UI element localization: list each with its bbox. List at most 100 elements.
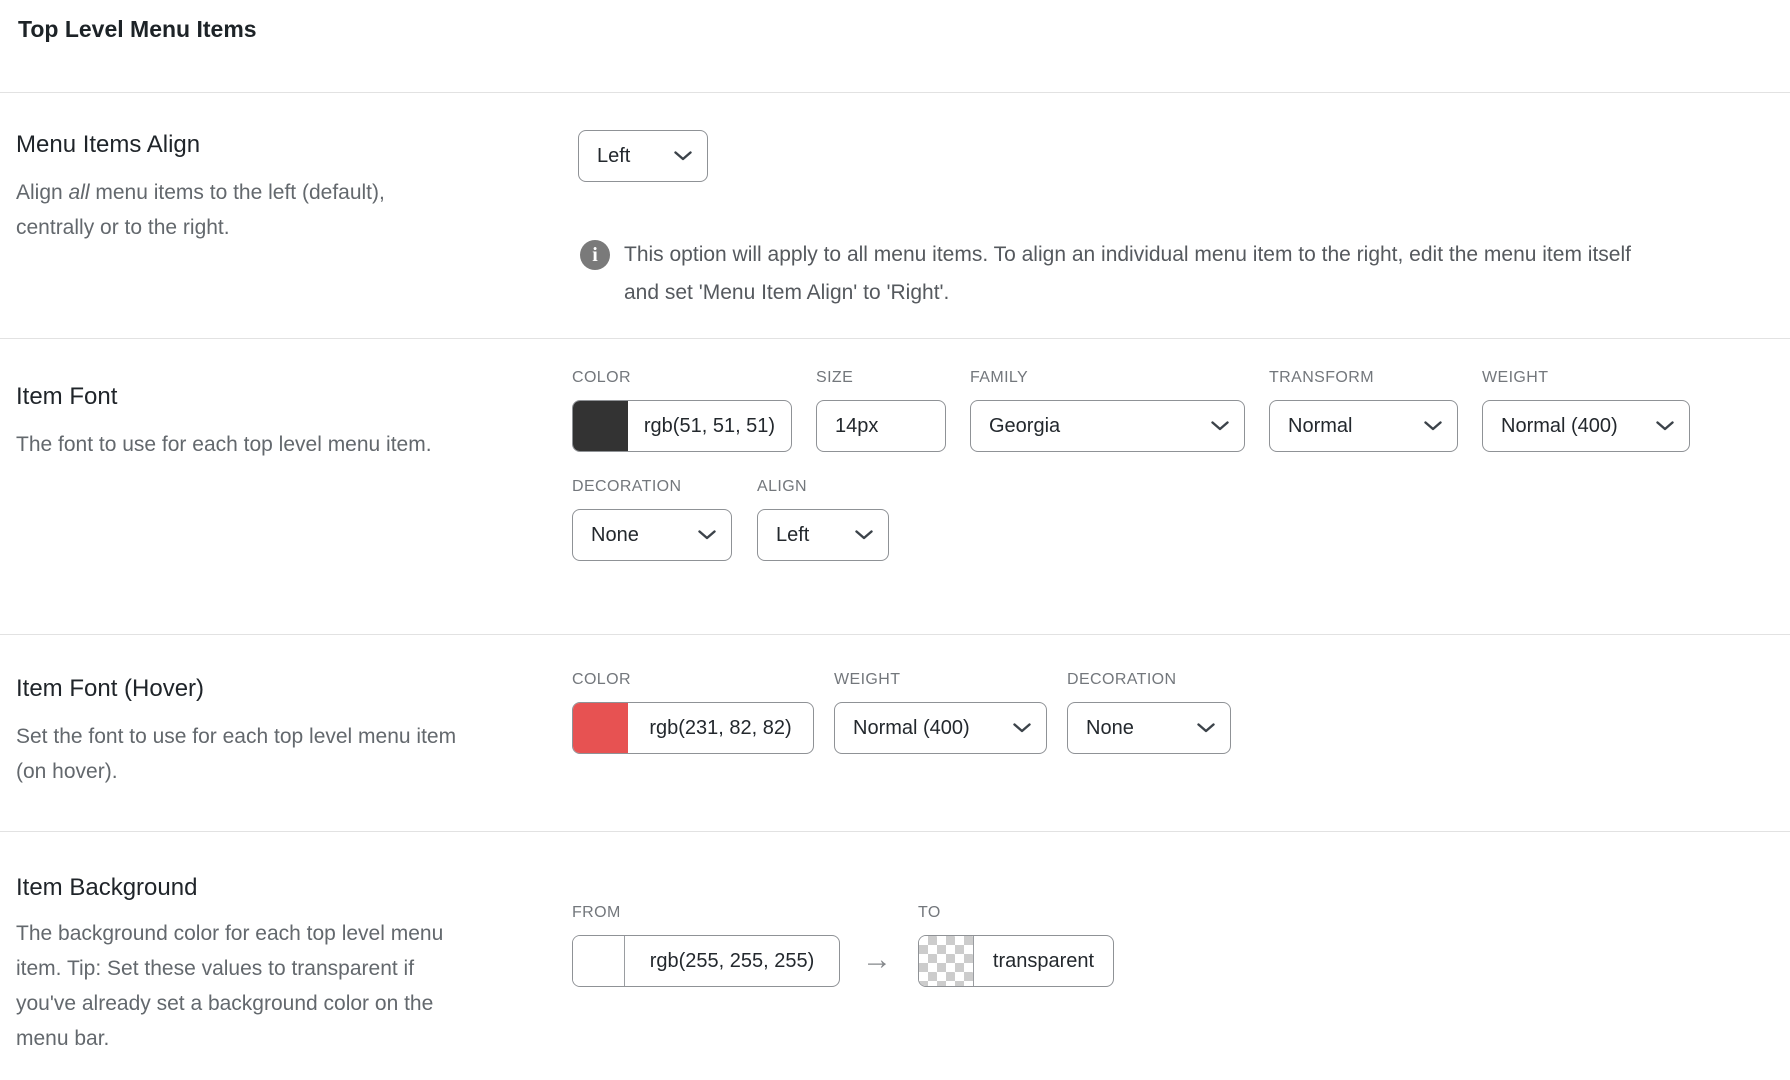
field-label: SIZE bbox=[816, 369, 854, 386]
field-label: DECORATION bbox=[1067, 671, 1177, 688]
field-label: DECORATION bbox=[572, 478, 682, 495]
description-line: (on hover). bbox=[16, 760, 118, 783]
description-line: you've already set a background color on… bbox=[16, 992, 434, 1015]
background-to-unit: TO transparent bbox=[918, 904, 1114, 987]
select-value: Left bbox=[776, 523, 810, 546]
chevron-down-icon bbox=[1013, 723, 1031, 733]
select-value: Georgia bbox=[989, 414, 1061, 437]
chevron-down-icon bbox=[1424, 421, 1442, 431]
background-to-field[interactable]: transparent bbox=[918, 935, 1114, 987]
item-font-transform-select[interactable]: Normal bbox=[1269, 400, 1458, 452]
info-note: i This option will apply to all menu ite… bbox=[580, 236, 1790, 312]
row-item-font-hover-right: COLOR rgb(231, 82, 82) WEIGHT Normal (40… bbox=[572, 635, 1790, 831]
field-label: TO bbox=[918, 904, 941, 921]
chevron-down-icon bbox=[1656, 421, 1674, 431]
chevron-down-icon bbox=[1211, 421, 1229, 431]
description-line: centrally or to the right. bbox=[16, 216, 230, 239]
info-icon: i bbox=[580, 240, 610, 270]
item-font-weight-unit: WEIGHT Normal (400) bbox=[1482, 369, 1690, 452]
row-item-background: Item Background The background color for… bbox=[0, 831, 1790, 1080]
field-label: FAMILY bbox=[970, 369, 1029, 386]
color-swatch[interactable] bbox=[573, 401, 628, 451]
hover-weight-unit: WEIGHT Normal (400) bbox=[834, 671, 1047, 754]
select-value: None bbox=[591, 523, 639, 546]
item-font-family-unit: FAMILY Georgia bbox=[970, 369, 1245, 452]
field-label: FROM bbox=[572, 904, 621, 921]
field-label: WEIGHT bbox=[834, 671, 901, 688]
select-value: Normal bbox=[1288, 414, 1353, 437]
item-font-transform-unit: TRANSFORM Normal bbox=[1269, 369, 1458, 452]
item-background-fields-row: FROM rgb(255, 255, 255) → TO transparent bbox=[572, 904, 1790, 987]
color-swatch[interactable] bbox=[573, 936, 625, 986]
chevron-down-icon bbox=[698, 530, 716, 540]
description-line: Set the font to use for each top level m… bbox=[16, 725, 457, 748]
menu-items-align-select[interactable]: Left bbox=[578, 130, 708, 182]
item-font-heading: Item Font bbox=[16, 383, 118, 410]
field-label: COLOR bbox=[572, 369, 631, 386]
description-line: item. Tip: Set these values to transpare… bbox=[16, 957, 415, 980]
item-font-decoration-select[interactable]: None bbox=[572, 509, 732, 561]
select-value: Normal (400) bbox=[1501, 414, 1618, 437]
item-font-align-select[interactable]: Left bbox=[757, 509, 889, 561]
row-menu-items-align-left: Menu Items Align Align all menu items to… bbox=[0, 93, 572, 338]
item-font-weight-select[interactable]: Normal (400) bbox=[1482, 400, 1690, 452]
info-line: and set 'Menu Item Align' to 'Right'. bbox=[624, 281, 950, 304]
chevron-down-icon bbox=[1197, 723, 1215, 733]
item-font-fields-row-2: DECORATION None ALIGN Left bbox=[572, 478, 1790, 561]
select-value: Normal (400) bbox=[853, 716, 970, 739]
hover-color-field[interactable]: rgb(231, 82, 82) bbox=[572, 702, 814, 754]
description-line: The background color for each top level … bbox=[16, 922, 444, 945]
row-item-font-hover: Item Font (Hover) Set the font to use fo… bbox=[0, 634, 1790, 831]
item-font-color-field[interactable]: rgb(51, 51, 51) bbox=[572, 400, 792, 452]
row-menu-items-align-right: Left i This option will apply to all men… bbox=[572, 93, 1790, 338]
background-from-field[interactable]: rgb(255, 255, 255) bbox=[572, 935, 840, 987]
menu-items-align-description: Align all menu items to the left (defaul… bbox=[16, 175, 572, 245]
hover-weight-select[interactable]: Normal (400) bbox=[834, 702, 1047, 754]
arrow-right-icon: → bbox=[862, 943, 892, 976]
field-label: ALIGN bbox=[757, 478, 808, 495]
transparent-swatch[interactable] bbox=[919, 936, 974, 986]
item-font-fields-row-1: COLOR rgb(51, 51, 51) SIZE 14px FAMILY G bbox=[572, 369, 1790, 452]
row-item-background-right: FROM rgb(255, 255, 255) → TO transparent bbox=[572, 832, 1790, 1080]
background-from-unit: FROM rgb(255, 255, 255) bbox=[572, 904, 840, 987]
page-title: Top Level Menu Items bbox=[18, 16, 257, 42]
row-item-background-left: Item Background The background color for… bbox=[0, 832, 572, 1080]
item-font-family-select[interactable]: Georgia bbox=[970, 400, 1245, 452]
color-value[interactable]: rgb(231, 82, 82) bbox=[649, 716, 792, 739]
item-font-decoration-unit: DECORATION None bbox=[572, 478, 732, 561]
select-value: None bbox=[1086, 716, 1134, 739]
row-item-font-right: COLOR rgb(51, 51, 51) SIZE 14px FAMILY G bbox=[572, 339, 1790, 634]
description-line: Align all menu items to the left (defaul… bbox=[16, 181, 385, 204]
item-background-heading: Item Background bbox=[16, 874, 198, 901]
item-font-color-unit: COLOR rgb(51, 51, 51) bbox=[572, 369, 792, 452]
item-font-align-unit: ALIGN Left bbox=[757, 478, 889, 561]
item-font-hover-heading: Item Font (Hover) bbox=[16, 675, 205, 702]
item-font-hover-fields-row: COLOR rgb(231, 82, 82) WEIGHT Normal (40… bbox=[572, 671, 1790, 754]
info-note-text: This option will apply to all menu items… bbox=[624, 236, 1631, 312]
color-value[interactable]: transparent bbox=[992, 949, 1095, 972]
chevron-down-icon bbox=[855, 530, 873, 540]
field-label: COLOR bbox=[572, 671, 631, 688]
field-label: WEIGHT bbox=[1482, 369, 1549, 386]
color-swatch[interactable] bbox=[573, 703, 628, 753]
item-font-size-unit: SIZE 14px bbox=[816, 369, 946, 452]
hover-decoration-unit: DECORATION None bbox=[1067, 671, 1231, 754]
info-line: This option will apply to all menu items… bbox=[624, 243, 1631, 266]
color-value[interactable]: rgb(51, 51, 51) bbox=[643, 414, 776, 437]
chevron-down-icon bbox=[674, 151, 692, 161]
field-label: TRANSFORM bbox=[1269, 369, 1374, 386]
menu-items-align-heading: Menu Items Align bbox=[16, 131, 201, 158]
description-line: menu bar. bbox=[16, 1027, 110, 1050]
item-font-hover-description: Set the font to use for each top level m… bbox=[16, 719, 572, 789]
hover-color-unit: COLOR rgb(231, 82, 82) bbox=[572, 671, 814, 754]
row-menu-items-align: Menu Items Align Align all menu items to… bbox=[0, 92, 1790, 338]
item-font-size-input[interactable]: 14px bbox=[816, 400, 946, 452]
item-font-description: The font to use for each top level menu … bbox=[16, 433, 432, 456]
row-item-font-left: Item Font The font to use for each top l… bbox=[0, 339, 572, 634]
color-value[interactable]: rgb(255, 255, 255) bbox=[649, 949, 815, 972]
row-item-font-hover-left: Item Font (Hover) Set the font to use fo… bbox=[0, 635, 572, 831]
select-value: Left bbox=[597, 144, 631, 167]
hover-decoration-select[interactable]: None bbox=[1067, 702, 1231, 754]
size-value: 14px bbox=[835, 414, 879, 437]
